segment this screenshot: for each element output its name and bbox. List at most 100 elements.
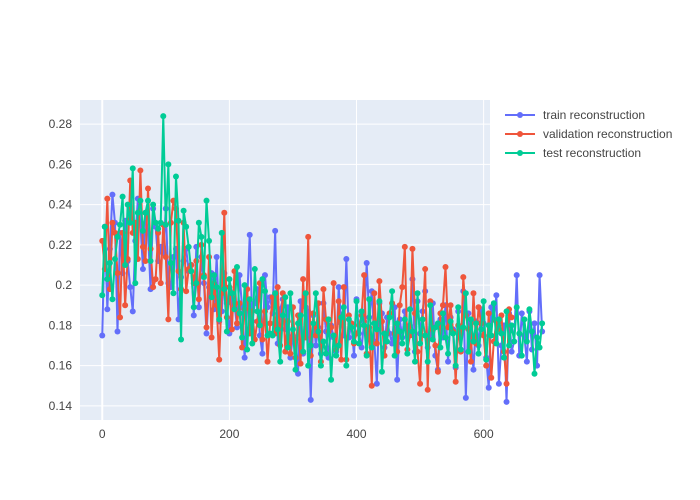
data-point bbox=[178, 336, 185, 343]
data-point bbox=[165, 316, 172, 323]
data-point bbox=[142, 209, 149, 216]
data-point bbox=[396, 328, 403, 335]
data-point bbox=[99, 292, 106, 299]
data-point bbox=[317, 362, 324, 369]
data-point bbox=[282, 294, 289, 301]
data-point bbox=[274, 326, 281, 333]
data-point bbox=[104, 306, 111, 313]
data-point bbox=[295, 320, 302, 327]
data-point bbox=[452, 378, 459, 385]
data-point bbox=[376, 278, 383, 285]
data-point bbox=[422, 266, 429, 273]
data-point bbox=[523, 338, 530, 345]
data-point bbox=[373, 326, 380, 333]
data-point bbox=[511, 338, 518, 345]
data-point bbox=[277, 358, 284, 365]
data-point bbox=[99, 332, 106, 339]
data-point bbox=[312, 342, 319, 349]
data-point bbox=[506, 342, 513, 349]
data-point bbox=[122, 302, 129, 309]
data-point bbox=[467, 316, 474, 323]
data-point bbox=[104, 195, 111, 202]
data-point bbox=[495, 380, 502, 387]
data-point bbox=[139, 243, 146, 250]
data-point bbox=[368, 344, 375, 351]
data-point bbox=[539, 320, 546, 327]
data-point bbox=[170, 290, 177, 297]
y-tick-label: 0.18 bbox=[49, 318, 73, 332]
data-point bbox=[147, 258, 154, 265]
data-point bbox=[231, 306, 238, 313]
data-point bbox=[272, 290, 279, 297]
data-point bbox=[307, 396, 314, 403]
legend-item[interactable]: train reconstruction bbox=[505, 108, 645, 122]
data-point bbox=[211, 272, 218, 279]
data-point bbox=[190, 312, 197, 319]
data-point bbox=[310, 320, 317, 327]
legend-label: train reconstruction bbox=[543, 108, 645, 122]
data-point bbox=[175, 217, 182, 224]
y-tick-label: 0.14 bbox=[49, 399, 73, 413]
data-point bbox=[475, 350, 482, 357]
data-point bbox=[297, 360, 304, 367]
data-point bbox=[323, 350, 329, 357]
data-point bbox=[162, 221, 169, 228]
data-point bbox=[180, 207, 187, 214]
data-point bbox=[531, 320, 538, 327]
data-point bbox=[208, 294, 215, 301]
data-point bbox=[109, 296, 116, 303]
legend-item[interactable]: validation reconstruction bbox=[505, 127, 672, 141]
data-point bbox=[371, 320, 378, 327]
data-point bbox=[101, 223, 108, 230]
x-tick-label: 0 bbox=[99, 427, 106, 441]
data-point bbox=[307, 342, 314, 349]
data-point bbox=[338, 356, 345, 363]
data-point bbox=[427, 302, 434, 309]
data-point bbox=[226, 276, 233, 283]
data-point bbox=[172, 173, 179, 180]
data-point bbox=[523, 358, 530, 365]
legend-label: test reconstruction bbox=[543, 146, 641, 160]
data-point bbox=[246, 296, 253, 303]
data-point bbox=[488, 374, 495, 381]
data-point bbox=[457, 346, 464, 353]
data-point bbox=[160, 113, 167, 120]
data-point bbox=[503, 398, 510, 405]
data-point bbox=[292, 366, 299, 373]
data-point bbox=[287, 350, 294, 357]
legend-item[interactable]: test reconstruction bbox=[505, 146, 641, 160]
data-point bbox=[198, 233, 205, 240]
data-point bbox=[439, 302, 446, 309]
data-point bbox=[417, 380, 424, 387]
data-point bbox=[470, 290, 477, 297]
data-point bbox=[259, 336, 266, 343]
data-point bbox=[145, 197, 152, 204]
data-point bbox=[155, 225, 162, 232]
data-point bbox=[531, 370, 538, 377]
data-point bbox=[315, 328, 322, 335]
data-point bbox=[312, 290, 319, 297]
data-point bbox=[478, 326, 485, 333]
data-point bbox=[495, 316, 502, 323]
data-point bbox=[150, 284, 157, 291]
data-point bbox=[363, 260, 370, 267]
data-point bbox=[452, 362, 459, 369]
data-point bbox=[279, 312, 286, 319]
data-point bbox=[513, 272, 520, 279]
data-point bbox=[500, 354, 507, 361]
data-point bbox=[109, 191, 116, 198]
series-line bbox=[101, 115, 544, 381]
legend: train reconstruction validation reconstru… bbox=[505, 108, 672, 160]
data-point bbox=[368, 382, 375, 389]
data-point bbox=[142, 258, 149, 265]
data-point bbox=[152, 219, 159, 226]
data-point bbox=[434, 320, 441, 327]
data-point bbox=[234, 320, 241, 327]
data-point bbox=[462, 394, 469, 401]
data-point bbox=[139, 266, 146, 273]
data-point bbox=[485, 384, 492, 391]
data-point bbox=[320, 338, 327, 345]
data-point bbox=[106, 260, 113, 267]
data-point bbox=[439, 310, 446, 317]
data-point bbox=[137, 167, 144, 174]
